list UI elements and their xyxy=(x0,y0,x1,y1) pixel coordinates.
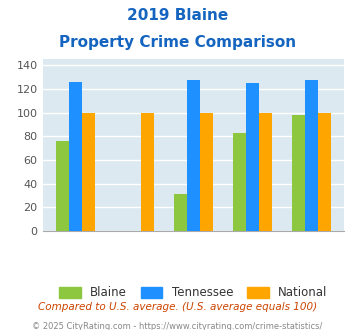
Legend: Blaine, Tennessee, National: Blaine, Tennessee, National xyxy=(55,281,332,304)
Text: © 2025 CityRating.com - https://www.cityrating.com/crime-statistics/: © 2025 CityRating.com - https://www.city… xyxy=(32,322,323,330)
Bar xyxy=(318,113,331,231)
Bar xyxy=(82,113,95,231)
Bar xyxy=(305,80,318,231)
Text: Property Crime Comparison: Property Crime Comparison xyxy=(59,35,296,50)
Bar xyxy=(259,113,272,231)
Bar xyxy=(246,83,259,231)
Bar xyxy=(56,141,69,231)
Text: Compared to U.S. average. (U.S. average equals 100): Compared to U.S. average. (U.S. average … xyxy=(38,302,317,312)
Bar xyxy=(141,113,154,231)
Bar xyxy=(174,194,187,231)
Bar xyxy=(292,115,305,231)
Bar xyxy=(200,113,213,231)
Text: 2019 Blaine: 2019 Blaine xyxy=(127,8,228,23)
Bar xyxy=(187,80,200,231)
Bar xyxy=(233,133,246,231)
Bar xyxy=(69,82,82,231)
